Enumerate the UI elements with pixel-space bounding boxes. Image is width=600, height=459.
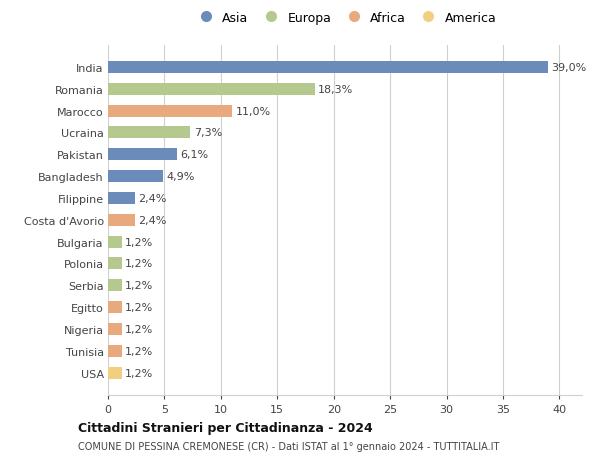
Bar — [108, 302, 122, 313]
Text: 18,3%: 18,3% — [318, 84, 353, 95]
Bar — [108, 149, 177, 161]
Text: 1,2%: 1,2% — [125, 237, 153, 247]
Text: 2,4%: 2,4% — [139, 194, 167, 203]
Bar — [108, 236, 122, 248]
Bar — [108, 171, 163, 183]
Text: 1,2%: 1,2% — [125, 302, 153, 313]
Text: 1,2%: 1,2% — [125, 281, 153, 291]
Text: 4,9%: 4,9% — [167, 172, 195, 182]
Bar — [108, 258, 122, 270]
Text: COMUNE DI PESSINA CREMONESE (CR) - Dati ISTAT al 1° gennaio 2024 - TUTTITALIA.IT: COMUNE DI PESSINA CREMONESE (CR) - Dati … — [78, 441, 499, 451]
Bar — [108, 345, 122, 357]
Text: 2,4%: 2,4% — [139, 215, 167, 225]
Bar — [108, 84, 314, 95]
Text: 6,1%: 6,1% — [180, 150, 208, 160]
Bar — [108, 127, 190, 139]
Text: 11,0%: 11,0% — [236, 106, 271, 116]
Bar — [108, 214, 135, 226]
Legend: Asia, Europa, Africa, America: Asia, Europa, Africa, America — [188, 7, 502, 30]
Text: 1,2%: 1,2% — [125, 346, 153, 356]
Bar — [108, 106, 232, 118]
Text: 7,3%: 7,3% — [194, 128, 222, 138]
Bar — [108, 323, 122, 335]
Bar — [108, 280, 122, 292]
Text: 39,0%: 39,0% — [551, 63, 587, 73]
Text: 1,2%: 1,2% — [125, 259, 153, 269]
Bar — [108, 367, 122, 379]
Text: Cittadini Stranieri per Cittadinanza - 2024: Cittadini Stranieri per Cittadinanza - 2… — [78, 421, 373, 434]
Text: 1,2%: 1,2% — [125, 325, 153, 334]
Bar — [108, 62, 548, 74]
Bar — [108, 192, 135, 205]
Text: 1,2%: 1,2% — [125, 368, 153, 378]
